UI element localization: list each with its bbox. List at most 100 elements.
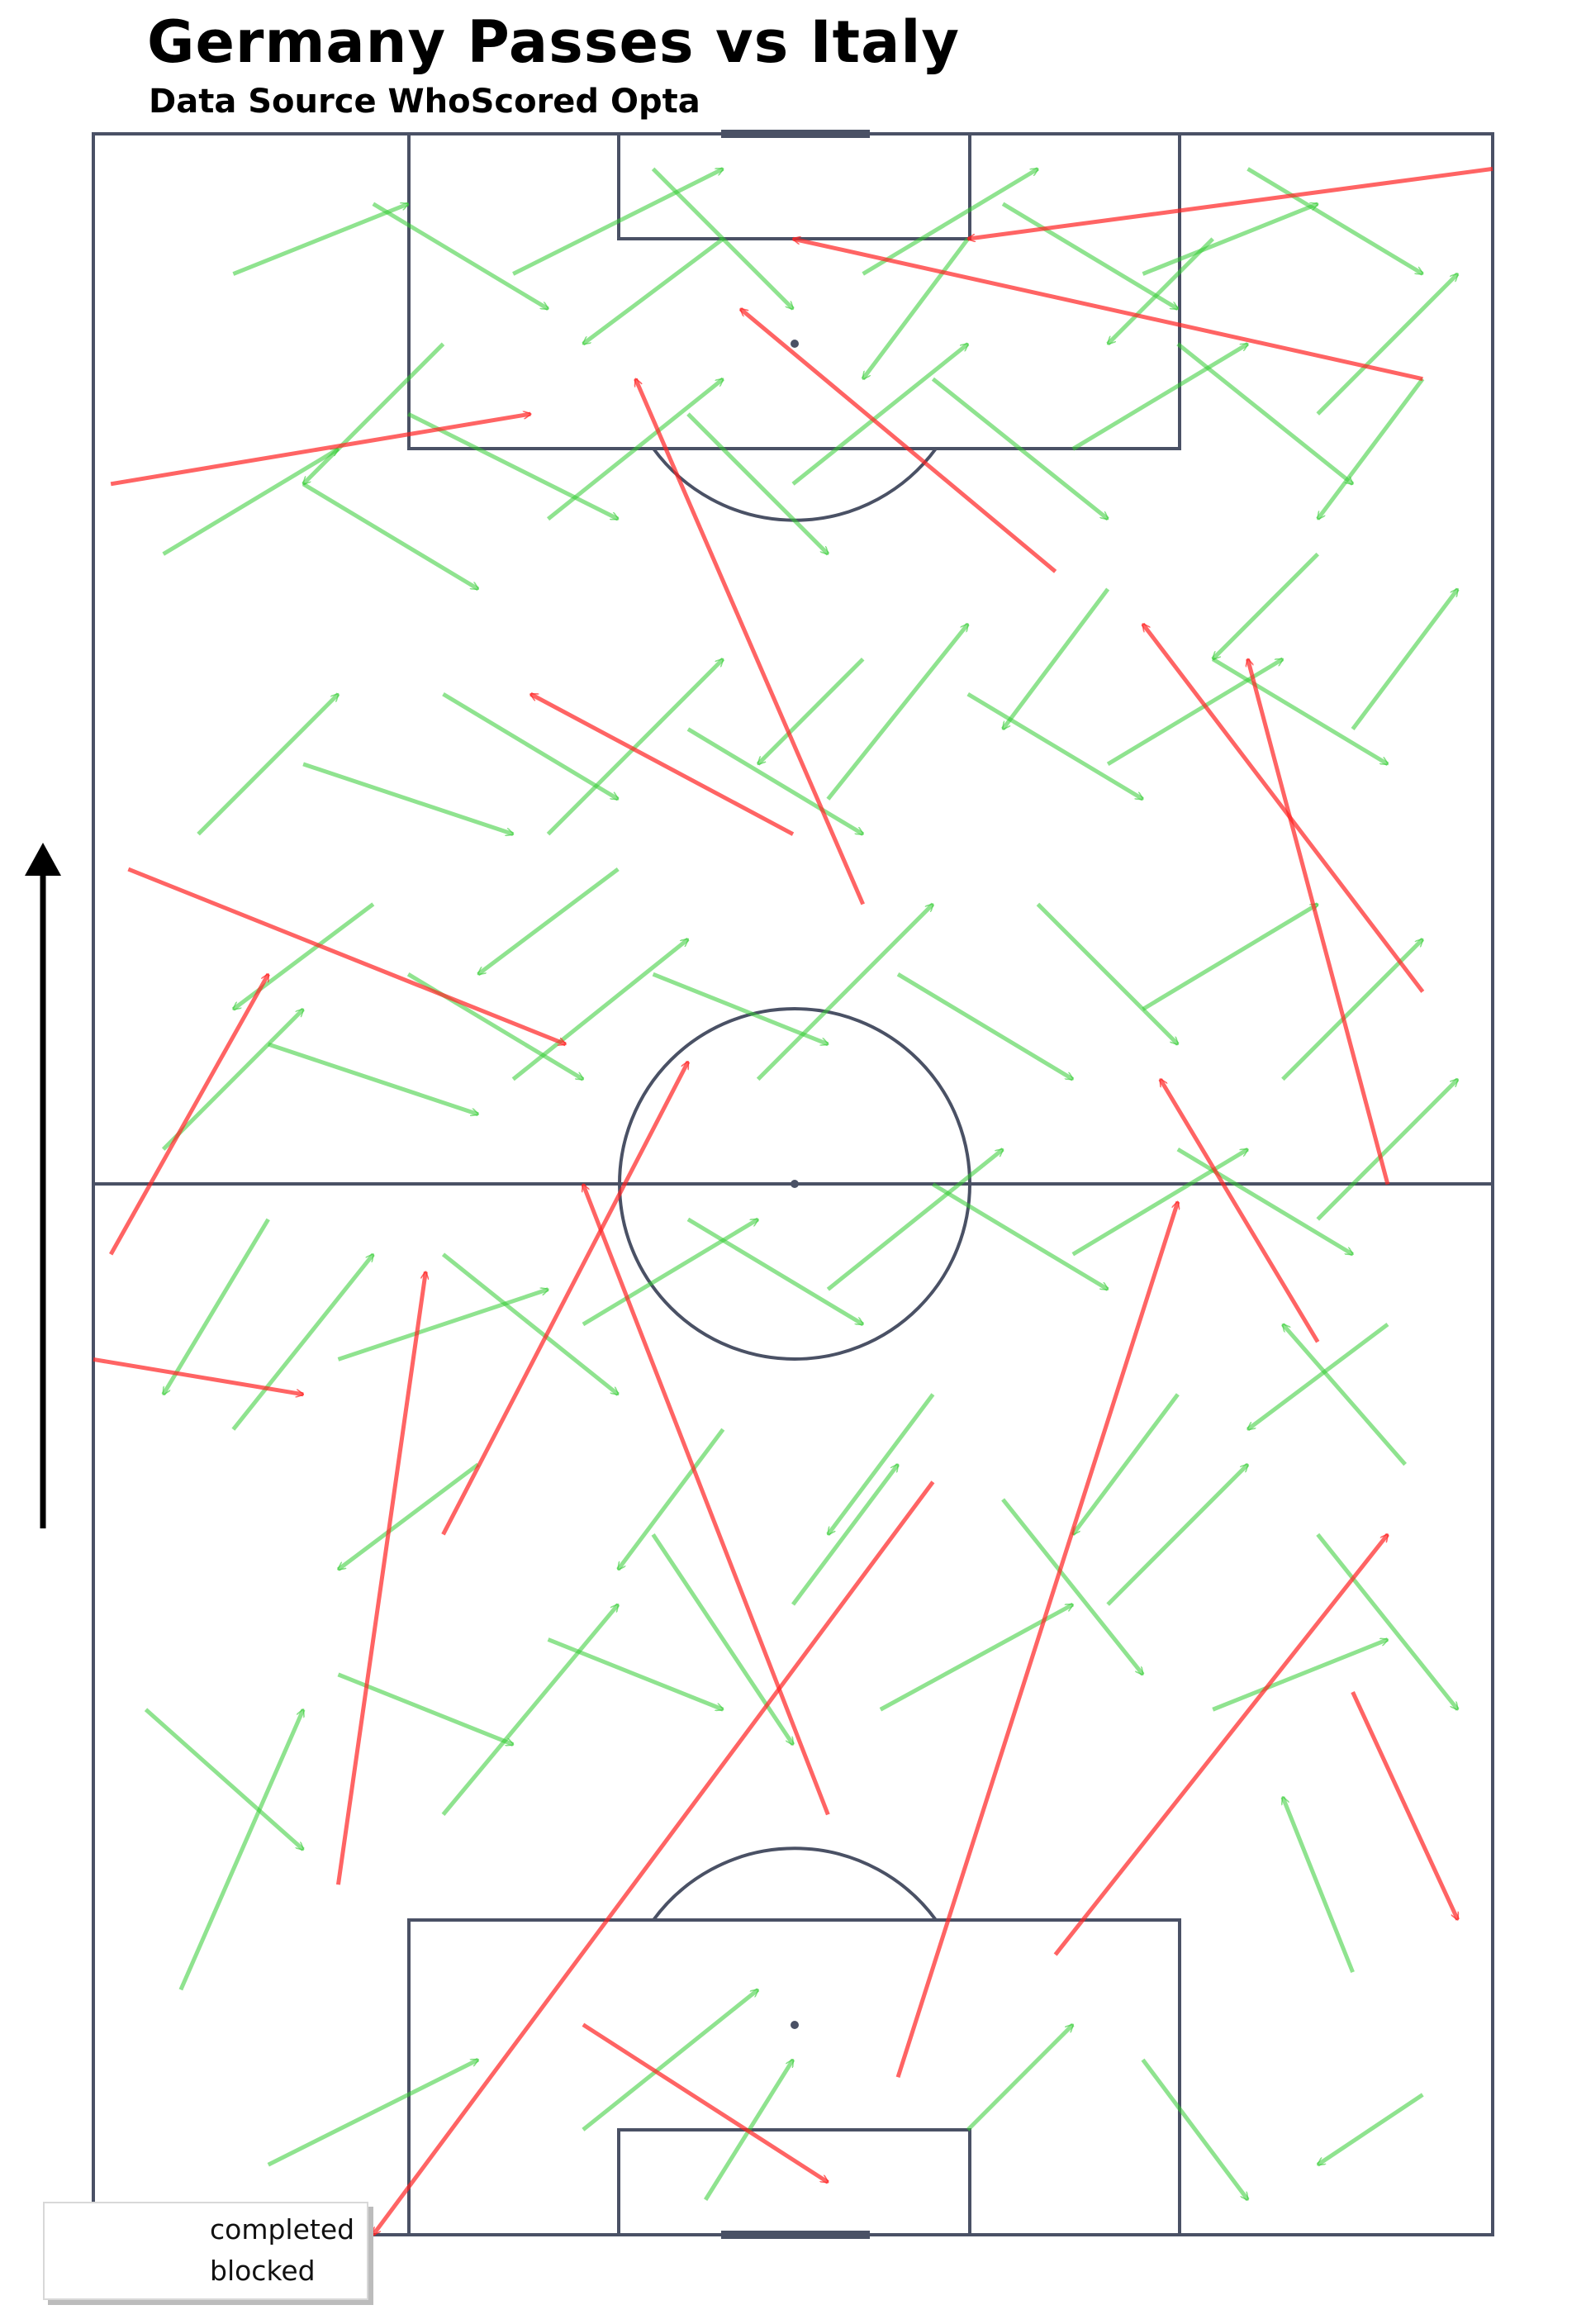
completed-pass-80 (583, 237, 724, 346)
completed-pass-25 (826, 1148, 1003, 1291)
blocked-pass-1 (968, 166, 1493, 239)
completed-pass-14 (879, 1602, 1073, 1712)
completed-pass-72 (1071, 1393, 1180, 1535)
blocked-pass-5 (127, 867, 565, 1047)
bottom-goal (721, 2231, 870, 2239)
completed-pass-44 (686, 727, 863, 836)
completed-pass-57 (1071, 342, 1248, 451)
completed-pass-1 (267, 2057, 478, 2167)
completed-pass-13 (791, 1465, 900, 1606)
completed-pass-47 (1106, 657, 1283, 767)
completed-pass-19 (1281, 1324, 1408, 1466)
completed-pass-34 (652, 972, 829, 1047)
blocked-passes (93, 166, 1493, 2235)
completed-pass-48 (1211, 657, 1388, 767)
blocked-pass-15 (441, 1062, 691, 1536)
completed-pass-65 (1001, 202, 1178, 311)
completed-pass-21 (337, 1290, 548, 1362)
completed-pass-28 (1176, 1147, 1353, 1257)
completed-pass-82 (1108, 237, 1214, 344)
completed-pass-69 (338, 1462, 480, 1571)
completed-pass-71 (826, 1393, 935, 1535)
completed-pass-8 (144, 1708, 304, 1851)
top-goal (721, 130, 870, 138)
completed-pass-78 (1213, 552, 1320, 659)
completed-pass-53 (546, 377, 724, 521)
completed-pass-24 (686, 1217, 863, 1327)
blocked-pass-16 (581, 1185, 830, 1816)
blocked-pass-3 (740, 307, 1057, 573)
chart-subtitle: Data Source WhoScored Opta (149, 83, 700, 121)
completed-pass-43 (546, 659, 724, 836)
blocked-pass-11 (634, 379, 865, 905)
completed-pass-76 (758, 657, 865, 764)
completed-pass-2 (582, 1988, 758, 2132)
blocked-pass-2 (793, 239, 1423, 382)
blocked-pass-17 (1053, 1534, 1389, 1956)
completed-pass-61 (372, 202, 548, 311)
completed-pass-77 (1001, 587, 1110, 730)
completed-pass-41 (302, 762, 513, 834)
completed-pass-68 (161, 1218, 270, 1395)
blocked-pass-9 (895, 1202, 1178, 2079)
completed-pass-54 (686, 412, 828, 554)
completed-pass-62 (512, 167, 723, 276)
completed-pass-67 (1246, 167, 1423, 276)
completed-pass-52 (407, 411, 618, 521)
completed-pass-36 (896, 972, 1073, 1081)
blocked-pass-6 (93, 1357, 303, 1394)
completed-pass-49 (1351, 589, 1460, 731)
completed-pass-38 (1142, 902, 1318, 1011)
completed-pass-26 (932, 1182, 1108, 1291)
blocked-pass-13 (371, 1480, 935, 2235)
completed-pass-75 (478, 867, 620, 977)
completed-pass-45 (826, 624, 970, 801)
completed-pass-46 (966, 691, 1143, 801)
completed-pass-64 (862, 167, 1038, 276)
completed-pass-0 (178, 1709, 306, 1991)
bottom-penalty-arc (652, 1846, 938, 1922)
completed-pass-17 (1212, 1637, 1388, 1712)
legend-label-blocked: blocked (210, 2255, 316, 2287)
bottom-goal-area (617, 2128, 971, 2236)
blocked-pass-14 (582, 2022, 828, 2184)
completed-pass-51 (302, 482, 478, 592)
completed-pass-29 (1316, 1079, 1457, 1221)
top-penalty-area (407, 132, 1181, 450)
completed-pass-12 (651, 1533, 795, 1744)
completed-pass-33 (511, 937, 688, 1081)
completed-pass-70 (616, 1428, 725, 1570)
legend-label-completed: completed (210, 2213, 355, 2246)
completed-pass-31 (267, 1042, 478, 1114)
blocked-pass-19 (1351, 1691, 1460, 1919)
completed-pass-11 (547, 1637, 724, 1712)
completed-pass-50 (162, 447, 339, 556)
completed-pass-27 (1071, 1147, 1248, 1257)
completed-pass-6 (1280, 1797, 1355, 1974)
completed-pass-40 (197, 694, 338, 836)
completed-pass-55 (791, 342, 968, 486)
completed-pass-16 (1106, 1465, 1247, 1606)
blocked-pass-18 (1158, 1079, 1320, 1343)
completed-pass-60 (232, 202, 408, 276)
legend: completed blocked (43, 2202, 368, 2300)
completed-pass-7 (1318, 2093, 1424, 2167)
blocked-pass-4 (1141, 624, 1425, 993)
completed-pass-56 (931, 377, 1108, 521)
pitch-marks (721, 130, 870, 2239)
bottom-penalty-spot (791, 2021, 799, 2029)
completed-pass-83 (1316, 378, 1425, 520)
blocked-pass-12 (1248, 659, 1390, 1186)
completed-pass-30 (161, 1010, 303, 1151)
chart-title: Germany Passes vs Italy (147, 8, 960, 76)
completed-pass-42 (442, 691, 619, 801)
blocked-pass-7 (108, 974, 270, 1256)
completed-pass-22 (441, 1252, 619, 1396)
attack-direction-arrow (25, 843, 61, 1528)
blocked-pass-10 (530, 691, 795, 836)
completed-pass-37 (1036, 902, 1177, 1044)
completed-passes (144, 167, 1460, 2199)
completed-pass-15 (1001, 1498, 1145, 1675)
completed-pass-20 (231, 1254, 375, 1431)
